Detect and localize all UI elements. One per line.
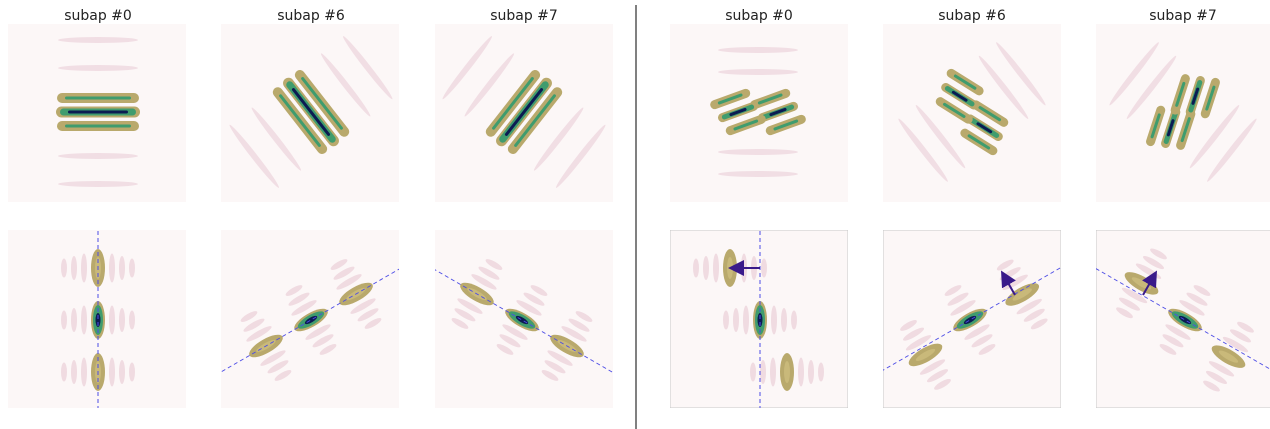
fringe — [58, 65, 138, 71]
bar — [56, 107, 140, 118]
fringe — [693, 259, 699, 278]
fringe — [58, 181, 138, 187]
panel-bg — [883, 24, 1061, 202]
fringe — [818, 363, 824, 382]
column-title: subap #0 — [725, 8, 793, 24]
panel — [1066, 224, 1270, 415]
column-title: subap #7 — [490, 8, 558, 24]
background — [0, 0, 1270, 429]
fringe — [61, 363, 67, 382]
panel — [221, 24, 399, 202]
fringe — [770, 358, 776, 387]
panel — [8, 24, 186, 202]
fringe — [781, 308, 787, 332]
fringe — [718, 171, 798, 177]
fringe — [109, 254, 115, 283]
fringe — [81, 306, 87, 335]
fringe — [703, 256, 709, 280]
fringe — [71, 360, 77, 384]
bar-mid — [65, 97, 131, 100]
fringe — [791, 311, 797, 330]
fringe — [718, 149, 798, 155]
fringe — [71, 256, 77, 280]
bar-mid — [65, 125, 131, 128]
column-title: subap #7 — [1149, 8, 1217, 24]
fringe — [129, 363, 135, 382]
fringe — [109, 306, 115, 335]
fringe — [760, 360, 766, 384]
fringe — [81, 358, 87, 387]
panel — [670, 210, 848, 429]
fringe — [58, 37, 138, 43]
fringe — [61, 311, 67, 330]
fringe — [718, 47, 798, 53]
fringe — [718, 69, 798, 75]
panel — [883, 24, 1061, 202]
bar-core — [68, 111, 128, 114]
fringe — [733, 308, 739, 332]
panel — [435, 24, 613, 202]
fringe — [61, 259, 67, 278]
fringe — [750, 363, 756, 382]
fringe — [798, 358, 804, 387]
panel — [197, 230, 425, 408]
panel-bg — [1096, 24, 1270, 202]
fringe — [771, 306, 777, 335]
fringe — [119, 308, 125, 332]
figure: subap #0 subap #6 subap #7 subap #0 suba… — [0, 0, 1270, 429]
fringe — [71, 308, 77, 332]
fringe — [58, 153, 138, 159]
bar — [57, 93, 139, 103]
bar — [57, 121, 139, 131]
fringe — [129, 311, 135, 330]
column-title: subap #0 — [64, 8, 132, 24]
column-title: subap #6 — [938, 8, 1006, 24]
fringe — [723, 311, 729, 330]
fringe — [713, 254, 719, 283]
fringe — [119, 256, 125, 280]
panel — [670, 24, 848, 202]
fringe — [129, 259, 135, 278]
fringe — [743, 306, 749, 335]
column-title: subap #6 — [277, 8, 345, 24]
fringe — [119, 360, 125, 384]
fringe — [109, 358, 115, 387]
panel — [408, 230, 636, 408]
panel — [856, 230, 1088, 414]
panel — [1096, 24, 1270, 202]
fringe — [808, 360, 814, 384]
spot-mid — [784, 361, 790, 383]
fringe — [761, 259, 767, 278]
panel — [8, 210, 186, 429]
fringe — [81, 254, 87, 283]
